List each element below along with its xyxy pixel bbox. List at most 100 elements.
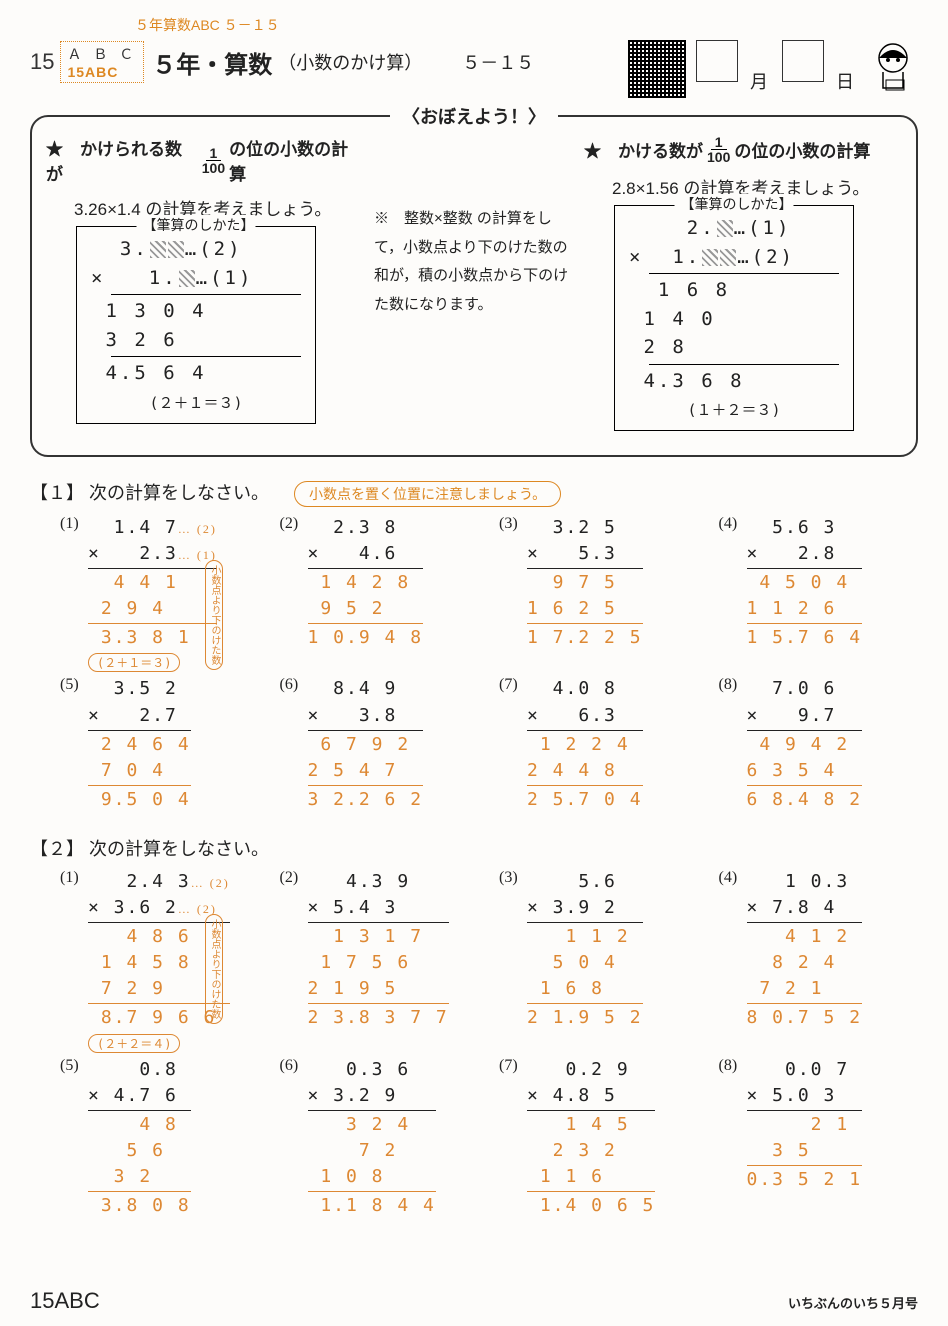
frac-den: 100 bbox=[202, 161, 225, 175]
mul-line: × 3.9 2 bbox=[527, 895, 643, 921]
frac-num: 1 bbox=[711, 135, 727, 150]
memo-right-star: ★ かける数が bbox=[584, 137, 703, 162]
prob-num: (7) bbox=[499, 676, 527, 694]
mul-line: × 7.8 4 bbox=[747, 895, 863, 921]
prob-num: (8) bbox=[719, 1057, 747, 1075]
result: 1 5.7 6 4 bbox=[747, 625, 863, 651]
partial2: 7 0 4 bbox=[88, 758, 191, 784]
partial1: 9 7 5 bbox=[527, 570, 643, 596]
frame-title: 【筆算のしかた】 bbox=[675, 194, 794, 214]
l: 4.5 6 4 bbox=[91, 359, 301, 388]
day-input[interactable] bbox=[782, 40, 824, 82]
partial3: 1 1 6 bbox=[527, 1164, 655, 1190]
partial1: 4 8 bbox=[88, 1112, 191, 1138]
l: 1 6 8 bbox=[629, 276, 839, 305]
problem: (2) 2.3 8× 4.6 1 4 2 8 9 5 21 0.9 4 8 bbox=[280, 515, 480, 672]
hint-bubble: 小数点を置く位置に注意しましょう。 bbox=[294, 481, 561, 507]
partial3: 1 6 8 bbox=[527, 976, 643, 1002]
top-line: 2.4 3… (2) bbox=[88, 869, 230, 895]
footer-right: いちぶんのいち５月号 bbox=[788, 1293, 918, 1312]
problem: (7) 4.0 8× 6.3 1 2 2 42 4 4 82 5.7 0 4 bbox=[499, 676, 699, 812]
header-right: 説明動画が見られるよ！ 月 日 bbox=[628, 40, 918, 98]
mul-line: × 9.7 bbox=[747, 703, 863, 729]
top-line: 5.6 3 bbox=[747, 515, 863, 541]
abc-top: Ａ Ｂ Ｃ bbox=[67, 44, 137, 64]
problem: (8) 0.0 7× 5.0 3 2 1 3 50.3 5 2 1 bbox=[719, 1057, 919, 1220]
title: ５年・算数 bbox=[152, 45, 272, 80]
memo-mid: ※ 整数×整数 の計算をして，小数点より下のけた数の和が，積の小数点から下のけた… bbox=[374, 135, 574, 431]
mul-line: × 6.3 bbox=[527, 703, 643, 729]
prob-num: (3) bbox=[499, 515, 527, 533]
top-line: 0.3 6 bbox=[308, 1057, 436, 1083]
prob-num: (5) bbox=[60, 676, 88, 694]
memo-right: ★ かける数が 1100 の位の小数の計算 2.8×1.56 の計算を考えましょ… bbox=[584, 135, 902, 431]
mul-line: × 5.0 3 bbox=[747, 1083, 863, 1109]
result: 9.5 0 4 bbox=[88, 787, 191, 813]
mul-line: × 3.8 bbox=[308, 703, 424, 729]
prob-num: (5) bbox=[60, 1057, 88, 1075]
abc-badge: Ａ Ｂ Ｃ 15ABC bbox=[60, 41, 144, 83]
mul-line: × 5.4 3 bbox=[308, 895, 449, 921]
memo-right-calc: 【筆算のしかた】 2.…(1) × 1.…(2) 1 6 8 1 4 0 2 8… bbox=[614, 205, 854, 431]
partial2: 2 9 4 bbox=[88, 596, 217, 622]
page-number: 15 bbox=[30, 49, 54, 75]
l: …(2) bbox=[185, 238, 243, 260]
problem: (1) 2.4 3… (2)× 3.6 2… (2) 4 8 6 1 4 5 8… bbox=[60, 869, 260, 1053]
partial2: 2 4 4 8 bbox=[527, 758, 643, 784]
result: 1.4 0 6 5 bbox=[527, 1193, 655, 1219]
top-line: 3.5 2 bbox=[88, 676, 191, 702]
result: 2 3.8 3 7 7 bbox=[308, 1005, 449, 1031]
result: 1.1 8 4 4 bbox=[308, 1193, 436, 1219]
l: × 1. bbox=[629, 246, 701, 268]
partial1: 4 1 2 bbox=[747, 924, 863, 950]
top-line: 1 0.3 bbox=[747, 869, 863, 895]
problem: (3) 5.6× 3.9 2 1 1 2 5 0 4 1 6 82 1.9 5 … bbox=[499, 869, 699, 1053]
sec1-h: 【１】 次の計算をしなさい。 bbox=[30, 483, 269, 503]
partial3: 2 1 9 5 bbox=[308, 976, 449, 1002]
prob-num: (6) bbox=[280, 1057, 308, 1075]
memo-title: 〈おぼえよう！〉 bbox=[390, 103, 558, 129]
problem: (1) 1.4 7… (2)× 2.3… (1) 4 4 1 2 9 4 3.3… bbox=[60, 515, 260, 672]
partial2: 5 0 4 bbox=[527, 950, 643, 976]
l: × 1. bbox=[91, 267, 178, 289]
partial2: 9 5 2 bbox=[308, 596, 424, 622]
prob-num: (2) bbox=[280, 515, 308, 533]
partial1: 6 7 9 2 bbox=[308, 732, 424, 758]
month-label: 月 bbox=[750, 68, 768, 94]
partial1: 1 2 2 4 bbox=[527, 732, 643, 758]
title-code: ５－１５ bbox=[462, 49, 534, 75]
problem: (4) 5.6 3× 2.8 4 5 0 41 1 2 61 5.7 6 4 bbox=[719, 515, 919, 672]
top-line: 0.8 bbox=[88, 1057, 191, 1083]
result: 6 8.4 8 2 bbox=[747, 787, 863, 813]
month-input[interactable] bbox=[696, 40, 738, 82]
partial2: 2 3 2 bbox=[527, 1138, 655, 1164]
top-line: 8.4 9 bbox=[308, 676, 424, 702]
memo-left: ★ かけられる数が 1100 の位の小数の計算 3.26×1.4 の計算を考えま… bbox=[46, 135, 364, 431]
section2-title: 【２】 次の計算をしなさい。 bbox=[30, 835, 918, 861]
partial2: 1 1 2 6 bbox=[747, 596, 863, 622]
prob-num: (7) bbox=[499, 1057, 527, 1075]
prob-num: (3) bbox=[499, 869, 527, 887]
partial3: 7 2 1 bbox=[747, 976, 863, 1002]
partial1: 2 1 bbox=[747, 1112, 863, 1138]
partial3: 3 2 bbox=[88, 1164, 191, 1190]
result: 1 0.9 4 8 bbox=[308, 625, 424, 651]
partial1: 1 1 2 bbox=[527, 924, 643, 950]
l: …(1) bbox=[196, 267, 254, 289]
partial2: 1 7 5 6 bbox=[308, 950, 449, 976]
l: 2 8 bbox=[629, 333, 839, 362]
day-label: 日 bbox=[836, 68, 854, 94]
memo-left-calc: 【筆算のしかた】 3.…(2) × 1.…(1) 1 3 0 4 3 2 6 4… bbox=[76, 226, 316, 424]
section1-grid: (1) 1.4 7… (2)× 2.3… (1) 4 4 1 2 9 4 3.3… bbox=[60, 515, 918, 813]
result: 8 0.7 5 2 bbox=[747, 1005, 863, 1031]
side-hint: 小数点より下のけた数 bbox=[205, 914, 223, 1024]
top-line: 5.6 bbox=[527, 869, 643, 895]
partial2: 1 6 2 5 bbox=[527, 596, 643, 622]
footer-left: 15ABC bbox=[30, 1288, 100, 1314]
partial1: 1 3 1 7 bbox=[308, 924, 449, 950]
mul-line: × 4.7 6 bbox=[88, 1083, 191, 1109]
mul-line: × 4.6 bbox=[308, 541, 424, 567]
partial2: 8 2 4 bbox=[747, 950, 863, 976]
l: …(2) bbox=[737, 246, 795, 268]
prob-num: (8) bbox=[719, 676, 747, 694]
